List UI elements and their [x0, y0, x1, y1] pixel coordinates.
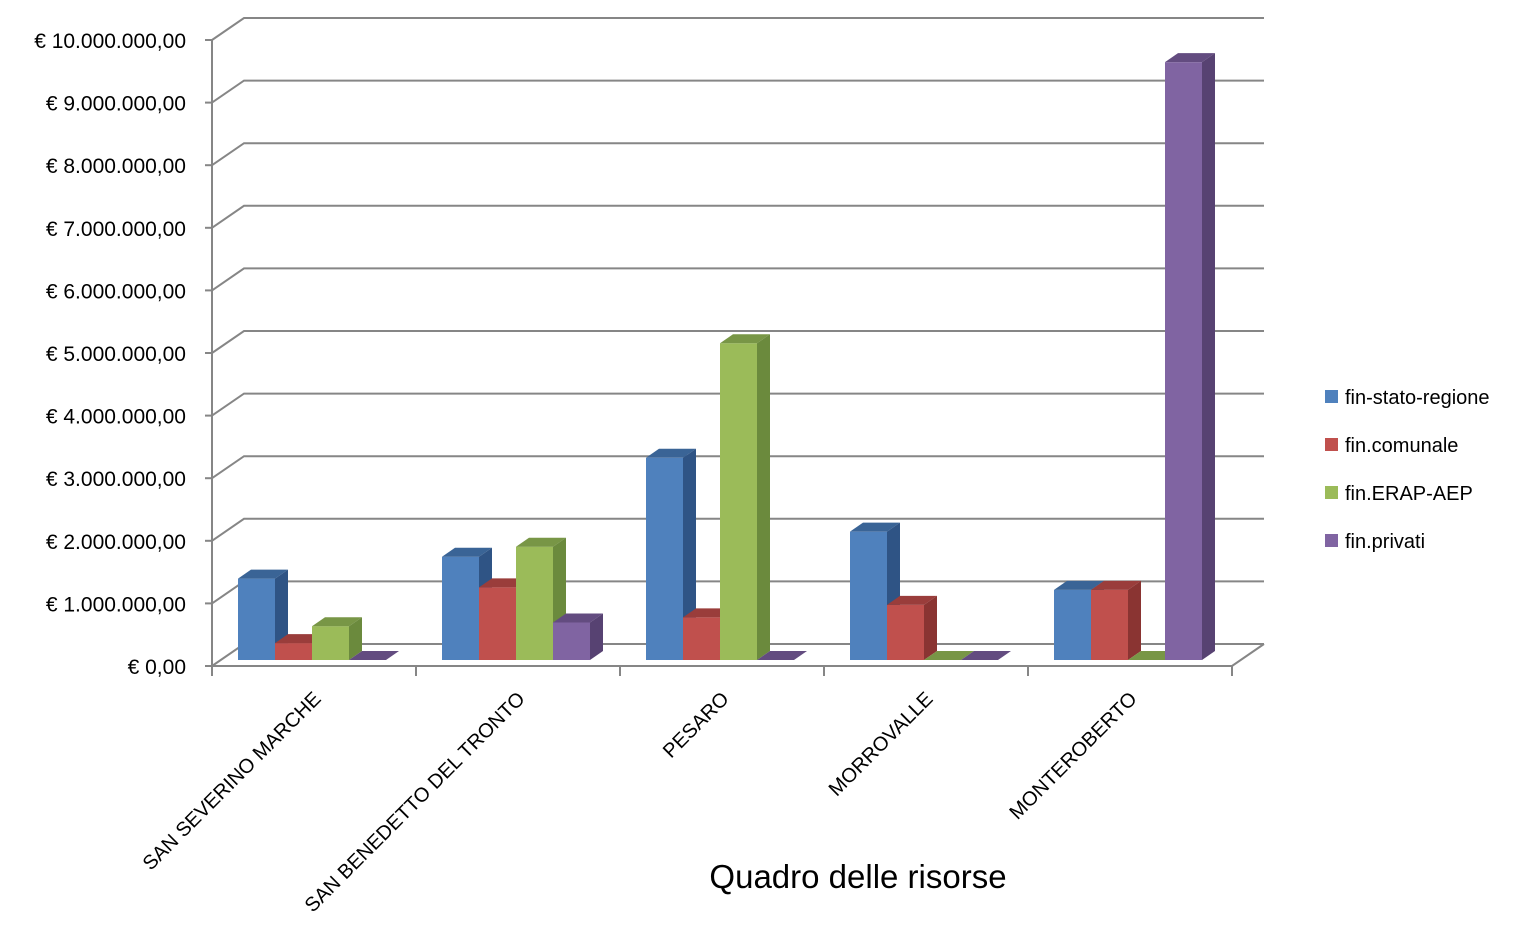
gridline	[211, 392, 1264, 417]
bar	[238, 569, 288, 660]
bar-front	[1091, 589, 1128, 660]
legend-swatch	[1325, 390, 1338, 403]
bar-front	[516, 546, 553, 660]
bar-top	[349, 651, 399, 660]
bar	[312, 617, 362, 660]
bar-top	[646, 448, 696, 458]
gridline	[211, 204, 1264, 229]
x-tick-label: MORROVALLE	[825, 688, 938, 801]
bar	[1165, 53, 1215, 661]
gridline	[211, 517, 1264, 542]
bar-top	[1165, 53, 1215, 63]
bar-side	[924, 595, 937, 660]
bars	[238, 53, 1215, 661]
y-tick-label: € 4.000.000,00	[46, 406, 186, 429]
y-tick-label: € 7.000.000,00	[46, 218, 186, 241]
axes	[205, 39, 1265, 676]
gridline	[211, 17, 1264, 41]
bar	[887, 595, 937, 660]
bar	[553, 613, 603, 660]
bar-top	[757, 651, 807, 660]
gridline	[211, 79, 1264, 104]
y-tick-label: € 2.000.000,00	[46, 531, 186, 554]
bar	[349, 651, 399, 660]
bar-side	[1202, 53, 1215, 661]
bar-front	[238, 578, 275, 660]
x-tick-label: SAN BENEDETTO DEL TRONTO	[301, 688, 530, 917]
bar-front	[1165, 62, 1202, 661]
bar-front	[1054, 589, 1091, 660]
bar-top	[887, 595, 937, 605]
x-tick-label: MONTEROBERTO	[1005, 688, 1141, 824]
legend: fin-stato-regione fin.comunale fin.ERAP-AE…	[1325, 387, 1490, 553]
bar-front	[887, 604, 924, 660]
bar-top	[553, 613, 603, 623]
gridlines	[211, 17, 1264, 667]
y-tick-labels: € 0,00 € 1.000.000,00 € 2.000.000,00 € 3.00…	[34, 30, 186, 679]
bar-top	[312, 617, 362, 627]
y-tick-label: € 1.000.000,00	[46, 593, 186, 616]
gridline	[211, 330, 1264, 354]
legend-label: fin.ERAP-AEP	[1345, 483, 1473, 505]
legend-item: fin.ERAP-AEP	[1325, 483, 1473, 505]
bar-front	[720, 343, 757, 660]
bar-top	[1054, 580, 1104, 590]
y-tick-label: € 0,00	[128, 656, 186, 679]
bar-top	[924, 651, 974, 660]
bar-side	[1128, 580, 1141, 660]
bar-top	[720, 334, 770, 344]
bar	[924, 651, 974, 660]
y-tick-label: € 5.000.000,00	[46, 343, 186, 366]
legend-swatch	[1325, 486, 1338, 499]
legend-label: fin.comunale	[1345, 435, 1458, 457]
bar-top	[238, 569, 288, 579]
bar-top	[516, 537, 566, 547]
x-tick-label: SAN SEVERINO MARCHE	[139, 688, 326, 875]
y-tick-label: € 9.000.000,00	[46, 93, 186, 116]
legend-label: fin-stato-regione	[1345, 387, 1490, 409]
bar-side	[683, 448, 696, 660]
bar-top	[1091, 580, 1141, 590]
bar-side	[590, 613, 603, 660]
bar-top	[850, 522, 900, 532]
bar-front	[479, 587, 516, 660]
gridline	[211, 267, 1264, 292]
x-axis-title: Quadro delle risorse	[709, 858, 1006, 895]
gridline	[211, 142, 1264, 167]
y-tick-label: € 10.000.000,00	[34, 30, 186, 53]
bar	[646, 448, 696, 660]
legend-swatch	[1325, 534, 1338, 547]
bar-front	[850, 531, 887, 660]
bar-front	[683, 617, 720, 660]
y-tick-label: € 3.000.000,00	[46, 468, 186, 491]
bar-front	[646, 457, 683, 660]
legend-item: fin-stato-regione	[1325, 387, 1490, 409]
bar-side	[757, 334, 770, 660]
bar-top	[442, 547, 492, 557]
bar-front	[442, 556, 479, 660]
bar	[516, 537, 566, 660]
bar-front	[553, 622, 590, 660]
bar	[720, 334, 770, 660]
legend-label: fin.privati	[1345, 531, 1425, 553]
bar-top	[961, 651, 1011, 660]
x-tick-label: PESARO	[659, 688, 734, 763]
bar	[961, 651, 1011, 660]
legend-item: fin.comunale	[1325, 435, 1458, 457]
bar-side	[349, 617, 362, 660]
bar	[1091, 580, 1141, 660]
bar-front	[275, 643, 312, 660]
bar	[757, 651, 807, 660]
bar-front	[312, 626, 349, 660]
legend-item: fin.privati	[1325, 531, 1425, 553]
y-tick-label: € 8.000.000,00	[46, 155, 186, 178]
y-tick-label: € 6.000.000,00	[46, 280, 186, 303]
gridline	[211, 455, 1264, 480]
legend-swatch	[1325, 438, 1338, 451]
